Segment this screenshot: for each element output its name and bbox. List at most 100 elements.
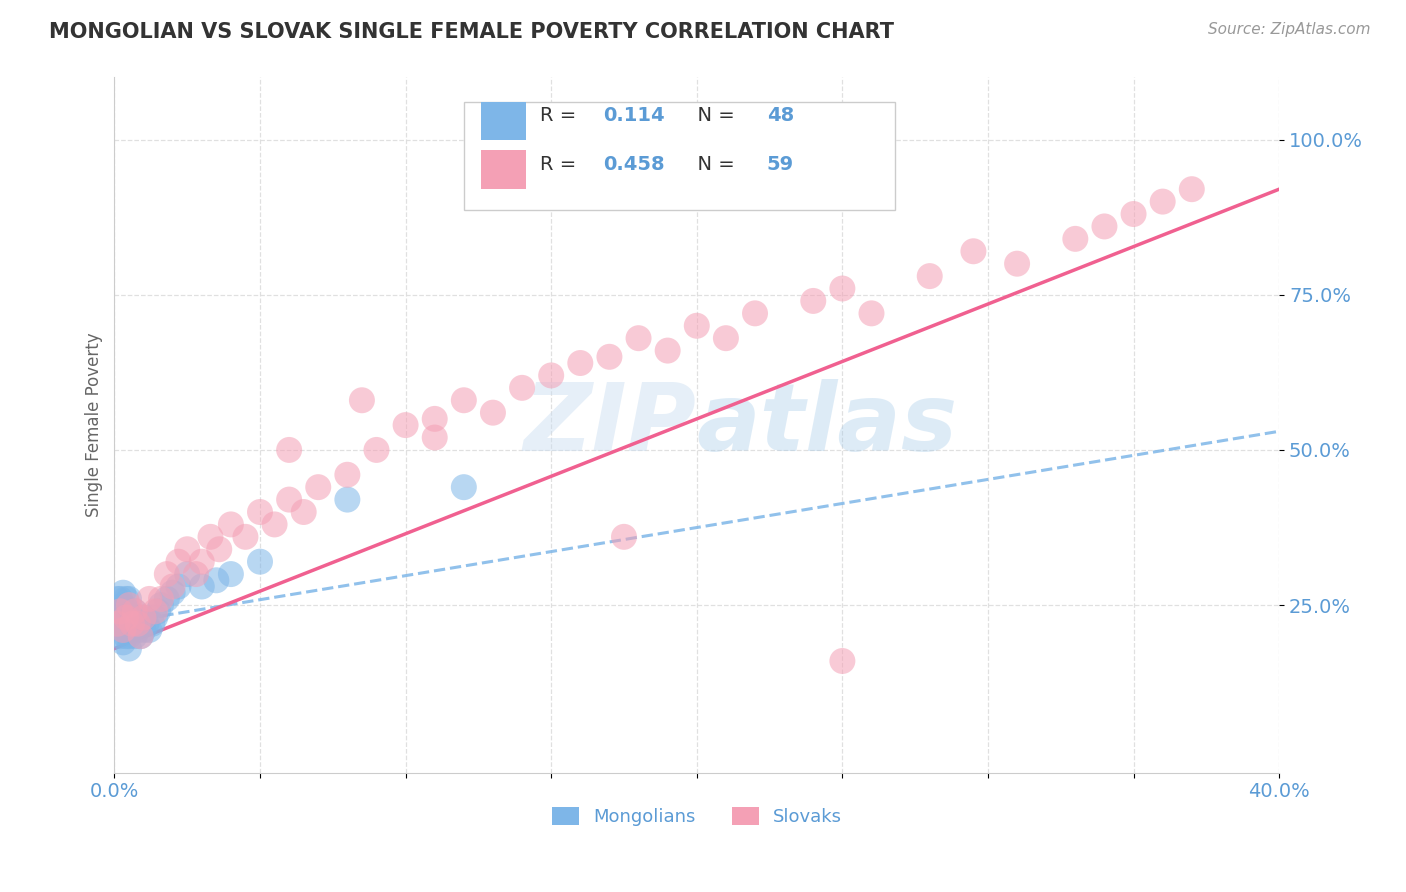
Point bbox=[292, 505, 315, 519]
Point bbox=[118, 598, 141, 612]
Point bbox=[176, 567, 198, 582]
Point bbox=[129, 616, 152, 631]
Point bbox=[143, 610, 166, 624]
Point bbox=[200, 530, 222, 544]
Point bbox=[366, 442, 388, 457]
Point bbox=[1122, 207, 1144, 221]
Point bbox=[118, 629, 141, 643]
Point bbox=[744, 306, 766, 320]
Point bbox=[510, 381, 533, 395]
Point bbox=[191, 580, 214, 594]
Point bbox=[132, 610, 155, 624]
Point bbox=[121, 616, 143, 631]
Text: MONGOLIAN VS SLOVAK SINGLE FEMALE POVERTY CORRELATION CHART: MONGOLIAN VS SLOVAK SINGLE FEMALE POVERT… bbox=[49, 22, 894, 42]
Point bbox=[110, 604, 132, 618]
Point bbox=[112, 585, 135, 599]
Point bbox=[219, 517, 242, 532]
Point bbox=[129, 629, 152, 643]
Point bbox=[801, 293, 824, 308]
Point bbox=[1064, 232, 1087, 246]
Text: N =: N = bbox=[685, 106, 741, 125]
Point bbox=[423, 412, 446, 426]
Point bbox=[263, 517, 285, 532]
Point bbox=[110, 616, 132, 631]
Point bbox=[105, 591, 128, 606]
Point bbox=[110, 629, 132, 643]
Point bbox=[135, 616, 157, 631]
Point bbox=[598, 350, 620, 364]
Point bbox=[124, 629, 146, 643]
Point bbox=[127, 623, 149, 637]
Point bbox=[141, 616, 163, 631]
Point bbox=[132, 623, 155, 637]
Point bbox=[249, 505, 271, 519]
Point bbox=[115, 591, 138, 606]
Text: N =: N = bbox=[685, 155, 741, 174]
Point bbox=[105, 604, 128, 618]
Point bbox=[1152, 194, 1174, 209]
Text: R =: R = bbox=[540, 155, 582, 174]
Point bbox=[112, 635, 135, 649]
Point bbox=[118, 591, 141, 606]
Point bbox=[860, 306, 883, 320]
Point bbox=[540, 368, 562, 383]
Text: atlas: atlas bbox=[697, 379, 957, 471]
Point bbox=[453, 393, 475, 408]
Point bbox=[105, 616, 128, 631]
Point bbox=[143, 604, 166, 618]
Point bbox=[394, 418, 416, 433]
Point bbox=[219, 567, 242, 582]
Point bbox=[208, 542, 231, 557]
Text: 48: 48 bbox=[766, 106, 794, 125]
Text: ZIP: ZIP bbox=[524, 379, 697, 471]
Point bbox=[110, 604, 132, 618]
FancyBboxPatch shape bbox=[481, 151, 526, 189]
Y-axis label: Single Female Poverty: Single Female Poverty bbox=[86, 333, 103, 517]
Text: 0.458: 0.458 bbox=[603, 155, 665, 174]
Point bbox=[423, 430, 446, 444]
Point bbox=[191, 555, 214, 569]
Point bbox=[831, 281, 853, 295]
Text: 59: 59 bbox=[766, 155, 794, 174]
Text: R =: R = bbox=[540, 106, 582, 125]
Point bbox=[162, 585, 184, 599]
Point bbox=[124, 604, 146, 618]
Point bbox=[167, 580, 190, 594]
Text: 0.114: 0.114 bbox=[603, 106, 665, 125]
Point bbox=[156, 591, 179, 606]
Point bbox=[336, 467, 359, 482]
FancyBboxPatch shape bbox=[481, 102, 526, 140]
Point bbox=[350, 393, 373, 408]
Point bbox=[613, 530, 636, 544]
Point bbox=[831, 654, 853, 668]
Point bbox=[336, 492, 359, 507]
Point bbox=[121, 610, 143, 624]
Point bbox=[118, 641, 141, 656]
Point bbox=[714, 331, 737, 345]
Point bbox=[110, 591, 132, 606]
FancyBboxPatch shape bbox=[464, 102, 894, 210]
Point bbox=[162, 580, 184, 594]
Point bbox=[127, 610, 149, 624]
Point bbox=[124, 616, 146, 631]
Point bbox=[138, 591, 160, 606]
Point bbox=[112, 610, 135, 624]
Point bbox=[118, 604, 141, 618]
Point bbox=[918, 269, 941, 284]
Point bbox=[205, 574, 228, 588]
Point bbox=[118, 616, 141, 631]
Point bbox=[112, 598, 135, 612]
Point bbox=[121, 623, 143, 637]
Point bbox=[184, 567, 207, 582]
Point bbox=[115, 616, 138, 631]
Point bbox=[115, 610, 138, 624]
Text: Source: ZipAtlas.com: Source: ZipAtlas.com bbox=[1208, 22, 1371, 37]
Point bbox=[482, 406, 505, 420]
Point bbox=[112, 623, 135, 637]
Point bbox=[146, 604, 169, 618]
Point bbox=[278, 442, 301, 457]
Point bbox=[156, 567, 179, 582]
Point bbox=[124, 604, 146, 618]
Point bbox=[962, 244, 984, 259]
Point bbox=[132, 610, 155, 624]
